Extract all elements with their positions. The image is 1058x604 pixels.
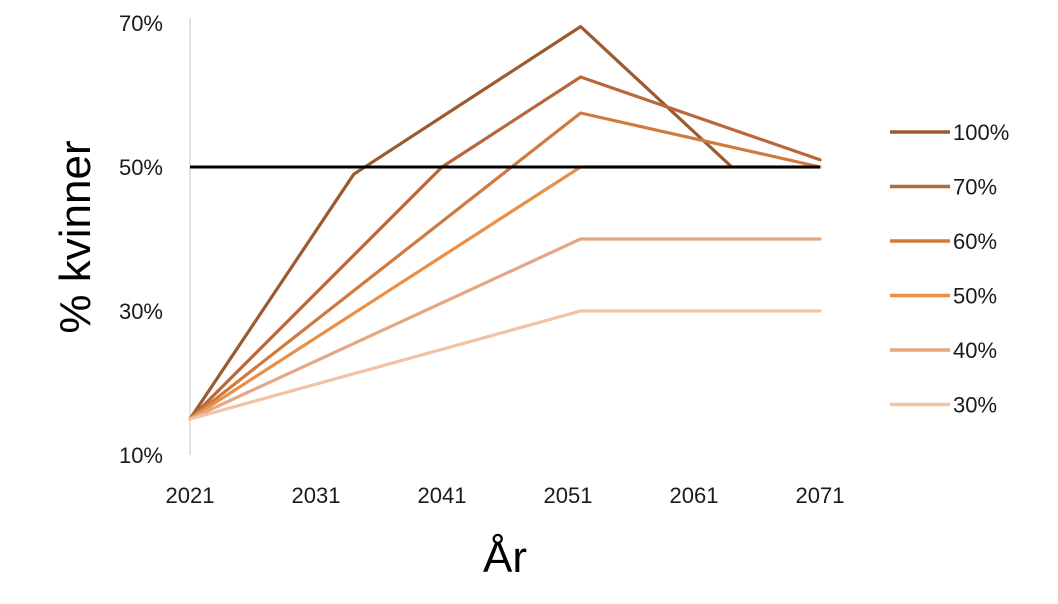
series-lines <box>188 25 822 421</box>
x-tick-labels: 2021 2031 2041 2051 2061 2071 <box>166 483 845 508</box>
series-line-60-pct <box>188 111 822 421</box>
y-tick-label: 50% <box>119 155 163 180</box>
legend: 100% 70% 60% 50% 40% 30% <box>890 120 1009 418</box>
y-tick-label: 70% <box>119 11 163 36</box>
x-tick-label: 2061 <box>670 483 719 508</box>
legend-label: 30% <box>953 393 997 418</box>
legend-label: 100% <box>953 120 1009 145</box>
legend-label: 40% <box>953 338 997 363</box>
series-line-100-pct <box>188 25 734 421</box>
legend-label: 60% <box>953 229 997 254</box>
series-line-40-pct <box>188 237 822 421</box>
y-axis-title: % kvinner <box>51 140 100 333</box>
x-tick-label: 2021 <box>166 483 215 508</box>
x-tick-label: 2041 <box>418 483 467 508</box>
y-tick-label: 30% <box>119 299 163 324</box>
series-line-30-pct <box>188 309 822 421</box>
legend-label: 50% <box>953 284 997 309</box>
y-tick-label: 10% <box>119 443 163 468</box>
legend-label: 70% <box>953 175 997 200</box>
series-line-50-pct <box>188 165 822 421</box>
series-line-70-pct <box>188 75 822 421</box>
x-tick-label: 2051 <box>544 483 593 508</box>
x-tick-label: 2031 <box>292 483 341 508</box>
x-axis-title: År <box>483 533 527 582</box>
y-tick-labels: 10% 30% 50% 70% <box>119 11 163 468</box>
x-tick-label: 2071 <box>796 483 845 508</box>
